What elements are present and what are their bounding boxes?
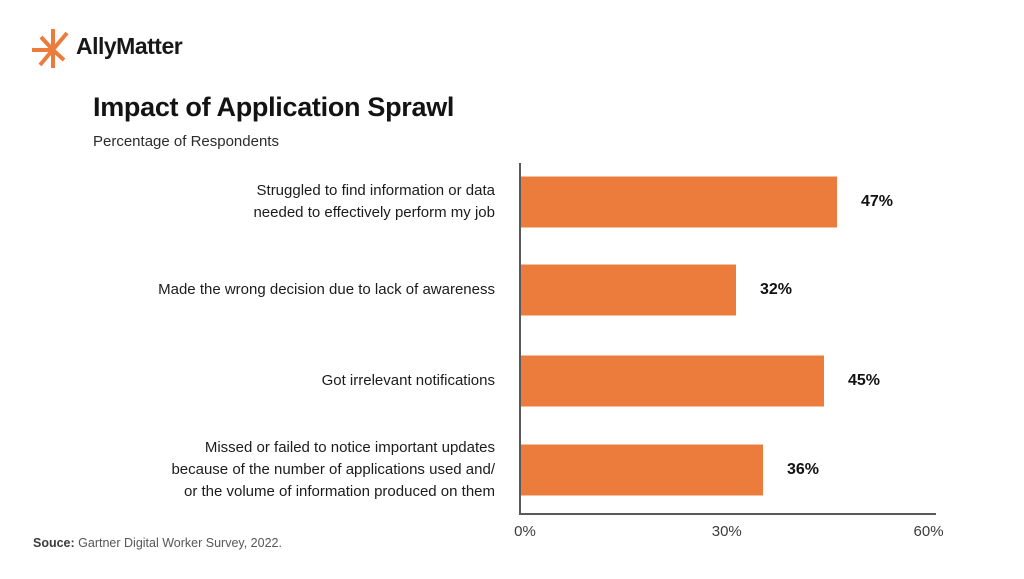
value-label: 47% [861, 193, 894, 210]
source-note: Souce: Gartner Digital Worker Survey, 20… [33, 536, 282, 550]
chart-title: Impact of Application Sprawl [93, 92, 455, 122]
bar [521, 264, 736, 316]
x-axis-line [519, 513, 936, 515]
chart-subtitle: Percentage of Respondents [93, 133, 279, 150]
x-tick-label: 0% [514, 523, 536, 540]
bar [521, 176, 837, 228]
brand-name: AllyMatter [76, 32, 183, 59]
source-text: Gartner Digital Worker Survey, 2022. [74, 536, 282, 550]
value-label: 32% [760, 281, 793, 298]
allymatter-logo: AllyMatter [31, 24, 183, 68]
y-axis-line [519, 163, 521, 514]
category-label: Missed or failed to notice important upd… [171, 438, 495, 501]
starburst-icon [31, 24, 71, 68]
value-label: 36% [787, 461, 820, 478]
x-tick-label: 30% [711, 523, 742, 540]
bar [521, 444, 763, 496]
x-tick-label: 60% [913, 523, 944, 540]
bar-chart: Struggled to find information or data ne… [95, 163, 955, 563]
category-label: Struggled to find information or data ne… [253, 181, 495, 221]
value-label: 45% [848, 372, 881, 389]
source-prefix: Souce: [33, 536, 75, 550]
category-label: Made the wrong decision due to lack of a… [158, 280, 495, 298]
bar [521, 355, 824, 407]
category-label: Got irrelevant notifications [321, 371, 495, 389]
